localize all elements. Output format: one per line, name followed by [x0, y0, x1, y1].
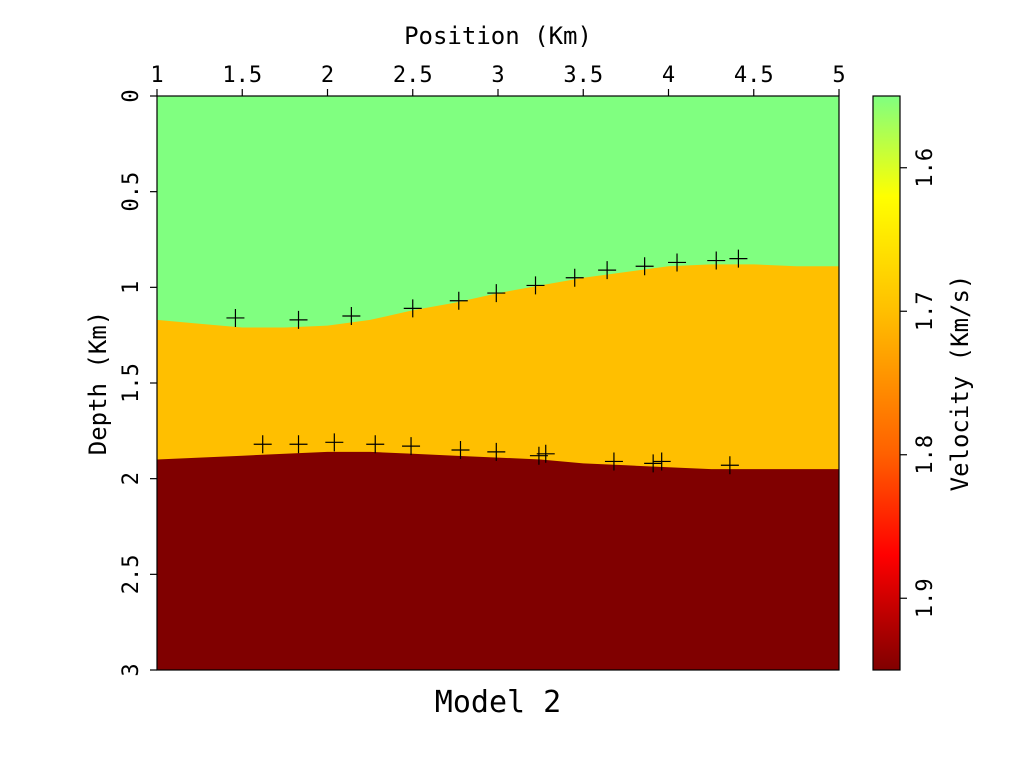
pick-marker [226, 308, 245, 327]
x-tick-label: 1 [150, 63, 163, 88]
x-tick-label: 3 [491, 63, 504, 88]
plot-area [156, 95, 840, 671]
colorbar: 1.6 1.7 1.8 1.9 [872, 95, 938, 671]
x-tick-label: 5 [832, 63, 845, 88]
x-tick-label: 4.5 [734, 63, 774, 88]
pick-marker [289, 435, 308, 454]
y-axis: 0 0.5 1 1.5 2 2.5 3 [119, 89, 157, 677]
x-tick-label: 4 [662, 63, 675, 88]
y-tick-label: 2 [119, 472, 144, 485]
pick-marker [403, 299, 422, 318]
colorbar-title: Velocity (Km/s) [946, 275, 974, 492]
pick-marker [402, 437, 421, 456]
y-axis-title: Depth (Km) [84, 311, 112, 456]
y-tick-label: 3 [119, 663, 144, 676]
pick-marker [720, 456, 739, 475]
figure-caption: Model 2 [435, 685, 561, 720]
colorbar-gradient [872, 95, 901, 671]
pick-marker [604, 452, 623, 471]
pick-marker [325, 433, 344, 452]
pick-marker [598, 261, 617, 280]
pick-marker [526, 276, 545, 295]
y-tick-label: 1.5 [119, 363, 144, 403]
colorbar-tick-label: 1.8 [913, 435, 938, 475]
pick-marker [289, 310, 308, 329]
y-tick-label: 0 [119, 89, 144, 102]
colorbar-tick-label: 1.7 [913, 291, 938, 331]
x-tick-label: 2 [321, 63, 334, 88]
pick-marker [487, 284, 506, 303]
x-axis: 1 1.5 2 2.5 3 3.5 4 4.5 5 [150, 63, 846, 96]
y-tick-label: 0.5 [119, 172, 144, 212]
colorbar-tick-label: 1.6 [913, 148, 938, 188]
pick-marker [644, 454, 663, 473]
pick-marker [451, 440, 470, 459]
pick-marker [652, 452, 671, 471]
x-axis-title: Position (Km) [404, 22, 592, 50]
pick-marker [635, 257, 654, 276]
pick-marker [529, 446, 548, 465]
pick-marker [342, 307, 361, 326]
pick-marker [366, 435, 385, 454]
x-tick-label: 1.5 [222, 63, 262, 88]
pick-marker [487, 442, 506, 461]
pick-marker [449, 291, 468, 310]
pick-marker [253, 435, 272, 454]
pick-marker [668, 253, 687, 272]
colorbar-tick-label: 1.9 [913, 578, 938, 618]
pick-marker [729, 249, 748, 268]
layer-bottom [157, 451, 839, 670]
y-tick-label: 2.5 [119, 554, 144, 594]
pick-marker [707, 251, 726, 270]
x-tick-label: 2.5 [393, 63, 433, 88]
pick-marker [536, 444, 555, 463]
y-tick-label: 1 [119, 281, 144, 294]
x-tick-label: 3.5 [563, 63, 603, 88]
pick-marker [565, 268, 584, 287]
